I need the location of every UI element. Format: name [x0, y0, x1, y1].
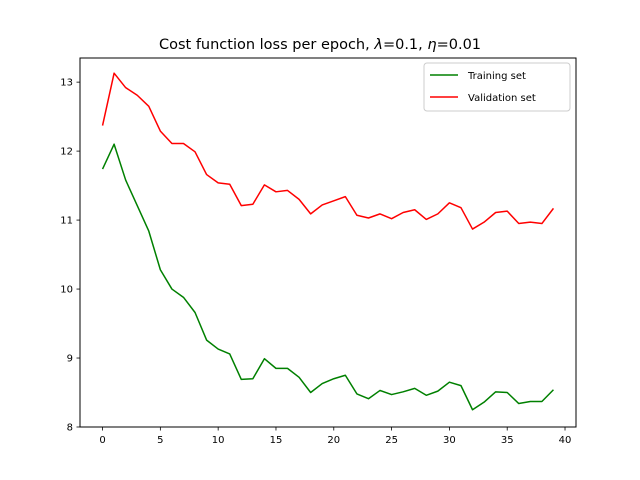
ticks-layer: 0 5 10 15 20 25 30 35 40 8 9 10 11 12 13	[60, 78, 571, 446]
title-eta-value: =0.01	[437, 37, 481, 53]
training-set-line	[101, 143, 554, 411]
title-lambda-symbol: λ	[373, 37, 383, 53]
title-lambda-value: =0.1,	[383, 37, 427, 53]
legend: Training set Validation set	[423, 62, 571, 112]
x-tick-label: 35	[501, 435, 514, 446]
y-tick-label: 11	[60, 216, 73, 227]
plot-frame	[79, 57, 577, 428]
x-tick-label: 20	[327, 435, 340, 446]
x-tick-label: 40	[559, 435, 572, 446]
x-tick-label: 30	[443, 435, 456, 446]
x-tick-label: 15	[270, 435, 283, 446]
y-tick-label: 8	[67, 423, 73, 434]
legend-box	[423, 62, 571, 112]
x-tick-label: 25	[385, 435, 398, 446]
series-layer	[101, 72, 555, 411]
x-tick-label: 10	[212, 435, 225, 446]
validation-set-line	[101, 72, 555, 230]
y-tick-label: 10	[60, 285, 73, 296]
legend-label-validation: Validation set	[468, 93, 536, 104]
y-tick-label: 12	[60, 147, 73, 158]
y-tick-label: 9	[67, 354, 73, 365]
title-eta-symbol: η	[427, 37, 436, 53]
legend-label-training: Training set	[467, 71, 526, 82]
x-tick-label: 5	[157, 435, 163, 446]
y-tick-label: 13	[60, 78, 73, 89]
x-tick-label: 0	[99, 435, 105, 446]
title-prefix: Cost function loss per epoch,	[159, 37, 374, 53]
chart-title: Cost function loss per epoch, λ=0.1, η=0…	[159, 37, 481, 53]
